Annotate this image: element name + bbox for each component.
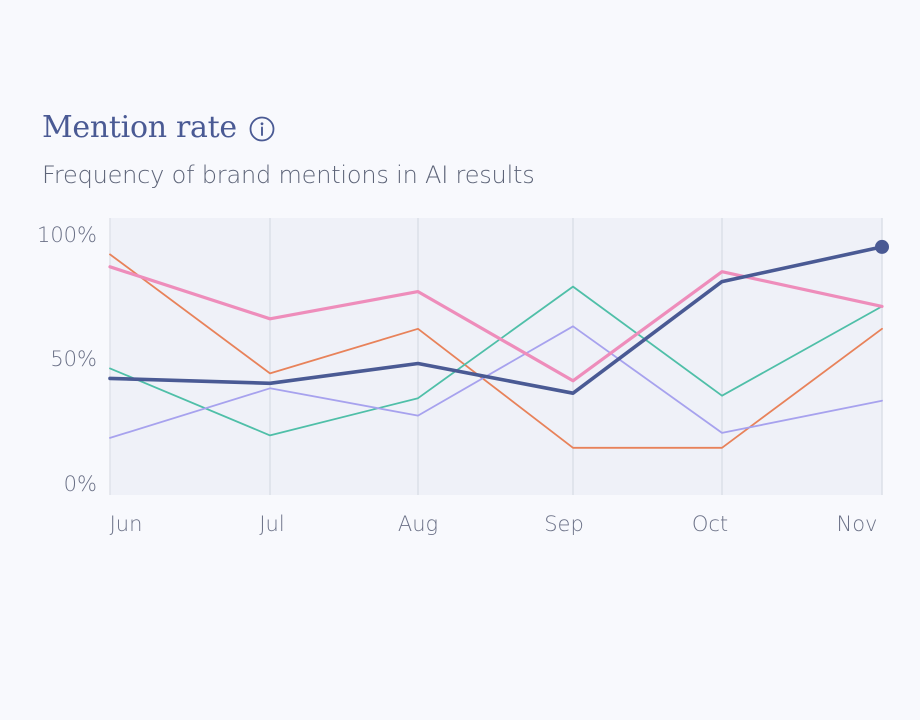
- series-line-5: [108, 245, 884, 396]
- y-tick-label: 50%: [50, 347, 97, 371]
- chart-title: Mention rate: [42, 110, 237, 145]
- title-row: Mention rate: [42, 110, 275, 145]
- x-tick-label: Nov: [837, 512, 878, 536]
- x-tick-label: Jun: [110, 512, 143, 536]
- x-tick-label: Oct: [692, 512, 728, 536]
- x-tick-label: Jul: [259, 512, 284, 536]
- x-axis-tick-labels: Jun Jul Aug Sep Oct Nov: [110, 512, 878, 536]
- series-line-3: [109, 325, 883, 439]
- y-tick-label: 0%: [64, 472, 97, 496]
- y-axis-tick-labels: 0% 50% 100%: [37, 223, 97, 496]
- chart-subtitle: Frequency of brand mentions in AI result…: [42, 161, 535, 189]
- x-tick-label: Aug: [398, 512, 438, 536]
- x-tick-label: Sep: [544, 512, 584, 536]
- series-line-2: [109, 285, 883, 437]
- y-tick-label: 100%: [37, 223, 97, 247]
- series-end-point[interactable]: [875, 239, 889, 254]
- series-lines: [108, 239, 889, 449]
- info-circle-icon[interactable]: [249, 116, 275, 142]
- grid-lines: [269, 218, 883, 495]
- plot-area: [110, 218, 882, 495]
